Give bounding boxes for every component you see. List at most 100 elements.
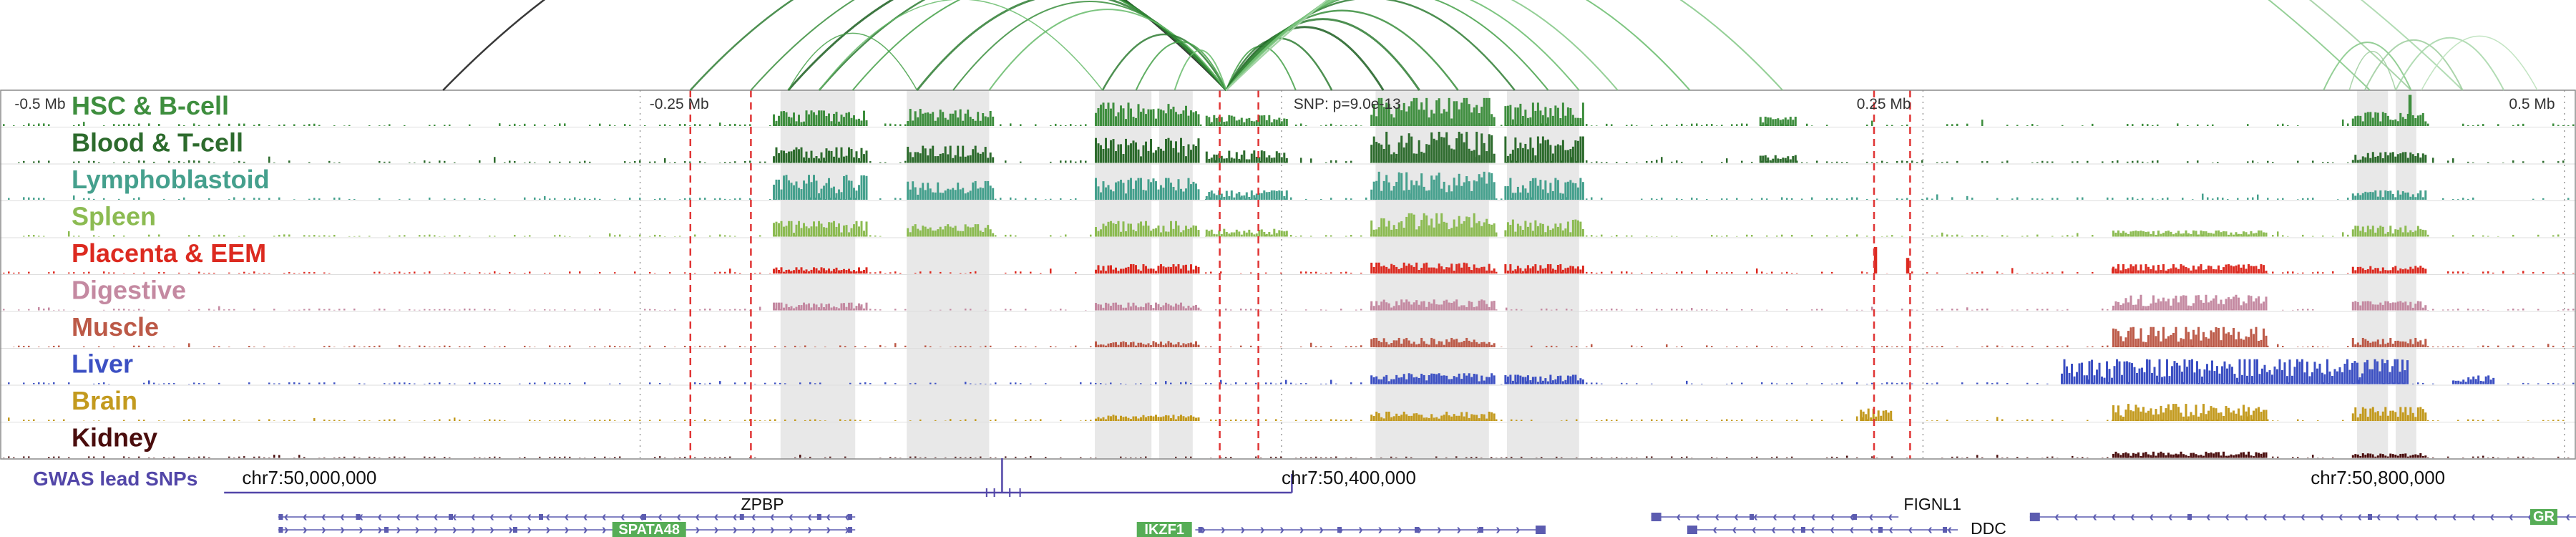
signal-bar xyxy=(1475,306,1478,311)
signal-bar xyxy=(168,309,170,311)
signal-bar xyxy=(1777,158,1780,163)
signal-bar xyxy=(798,188,800,200)
signal-bar xyxy=(1172,228,1175,237)
signal-bar xyxy=(835,226,838,237)
signal-bar xyxy=(1488,342,1491,347)
signal-bar xyxy=(1210,190,1213,200)
signal-bar xyxy=(2361,156,2364,163)
signal-bar xyxy=(773,114,775,126)
signal-bar xyxy=(959,109,962,126)
signal-bar xyxy=(208,198,210,200)
signal-bar xyxy=(1430,303,1433,311)
signal-bar xyxy=(1761,420,1763,421)
signal-bar xyxy=(2323,374,2326,384)
signal-bar xyxy=(258,198,260,200)
signal-bar xyxy=(1345,271,1347,274)
signal-bar xyxy=(2170,334,2172,347)
signal-bar xyxy=(759,272,761,274)
signal-bar xyxy=(318,125,321,126)
signal-bar xyxy=(934,120,937,126)
signal-bar xyxy=(860,304,863,311)
signal-bar xyxy=(1275,456,1277,458)
signal-bar xyxy=(2472,309,2474,311)
signal-bar xyxy=(803,223,805,237)
signal-bar xyxy=(1435,374,1438,384)
signal-bar xyxy=(2347,234,2349,237)
signal-bar xyxy=(1182,110,1185,126)
signal-bar xyxy=(1025,420,1027,421)
signal-bar xyxy=(1564,182,1567,200)
signal-bar xyxy=(258,420,260,421)
signal-bar xyxy=(2248,359,2251,384)
signal-bar xyxy=(2364,191,2367,200)
signal-bar xyxy=(1641,198,1643,200)
signal-bar xyxy=(158,272,160,274)
signal-bar xyxy=(1826,161,1828,163)
signal-track-digestive[interactable] xyxy=(3,294,2575,311)
signal-bar xyxy=(2142,342,2145,347)
signal-bar xyxy=(2202,332,2205,347)
signal-bar xyxy=(1375,301,1378,311)
signal-bar xyxy=(1574,268,1577,274)
signal-track-placenta-eem[interactable] xyxy=(3,247,2575,274)
signal-bar xyxy=(2051,272,2054,274)
signal-bar xyxy=(1696,123,1698,126)
signal-bar xyxy=(348,125,351,126)
signal-track-hsc-b-cell[interactable] xyxy=(3,95,2575,127)
signal-bar xyxy=(8,382,10,384)
signal-bar xyxy=(1816,160,1818,163)
signal-bar xyxy=(2384,301,2387,311)
signal-bar xyxy=(1877,410,1880,421)
signal-bar xyxy=(23,197,25,200)
signal-track-liver[interactable] xyxy=(8,359,2575,384)
signal-bar xyxy=(1906,161,1908,163)
signal-bar xyxy=(699,198,701,200)
signal-track-brain[interactable] xyxy=(8,404,2565,421)
signal-bar xyxy=(188,160,190,163)
signal-bar xyxy=(1205,151,1208,163)
signal-bar xyxy=(1433,227,1435,237)
signal-bar xyxy=(1473,150,1475,163)
signal-bar xyxy=(1275,419,1277,421)
signal-bar xyxy=(937,229,940,237)
signal-bar xyxy=(1228,233,1231,237)
signal-bar xyxy=(879,309,882,311)
signal-bar xyxy=(1177,304,1180,311)
signal-track-blood-t-cell[interactable] xyxy=(18,132,2565,163)
signal-bar xyxy=(2266,372,2268,384)
signal-bar xyxy=(1255,233,1258,237)
signal-track-spleen[interactable] xyxy=(23,213,2560,237)
signal-bar xyxy=(1661,273,1663,274)
signal-bar xyxy=(1127,223,1130,237)
signal-bar xyxy=(825,148,828,163)
signal-bar xyxy=(569,161,571,163)
signal-bar xyxy=(1706,345,1708,347)
signal-bar xyxy=(1581,102,1584,126)
signal-bar xyxy=(1132,302,1135,311)
signal-bar xyxy=(1325,235,1327,237)
signal-bar xyxy=(1581,228,1584,237)
signal-bar xyxy=(2241,374,2243,384)
signal-track-muscle[interactable] xyxy=(13,326,2575,347)
signal-bar xyxy=(2223,361,2226,384)
signal-bar xyxy=(2016,125,2019,126)
signal-bar xyxy=(1991,383,1994,384)
signal-bar xyxy=(1811,125,1813,126)
signal-bar xyxy=(1488,172,1491,200)
signal-bar xyxy=(1541,189,1544,200)
signal-bar xyxy=(783,175,785,200)
signal-bar xyxy=(884,273,887,274)
signal-track-kidney[interactable] xyxy=(3,451,2570,458)
signal-bar xyxy=(1786,198,1788,200)
signal-track-lymphoblastoid[interactable] xyxy=(8,171,2570,200)
signal-bar xyxy=(1791,420,1793,421)
signal-bar xyxy=(2394,412,2397,421)
signal-bar xyxy=(1846,309,1848,311)
signal-bar xyxy=(1831,456,1833,458)
signal-bar xyxy=(2312,345,2314,347)
signal-bar xyxy=(1501,198,1503,200)
signal-bar xyxy=(1846,198,1848,200)
signal-bar xyxy=(1385,102,1388,126)
signal-bar xyxy=(2542,198,2545,200)
signal-bar xyxy=(659,419,661,421)
